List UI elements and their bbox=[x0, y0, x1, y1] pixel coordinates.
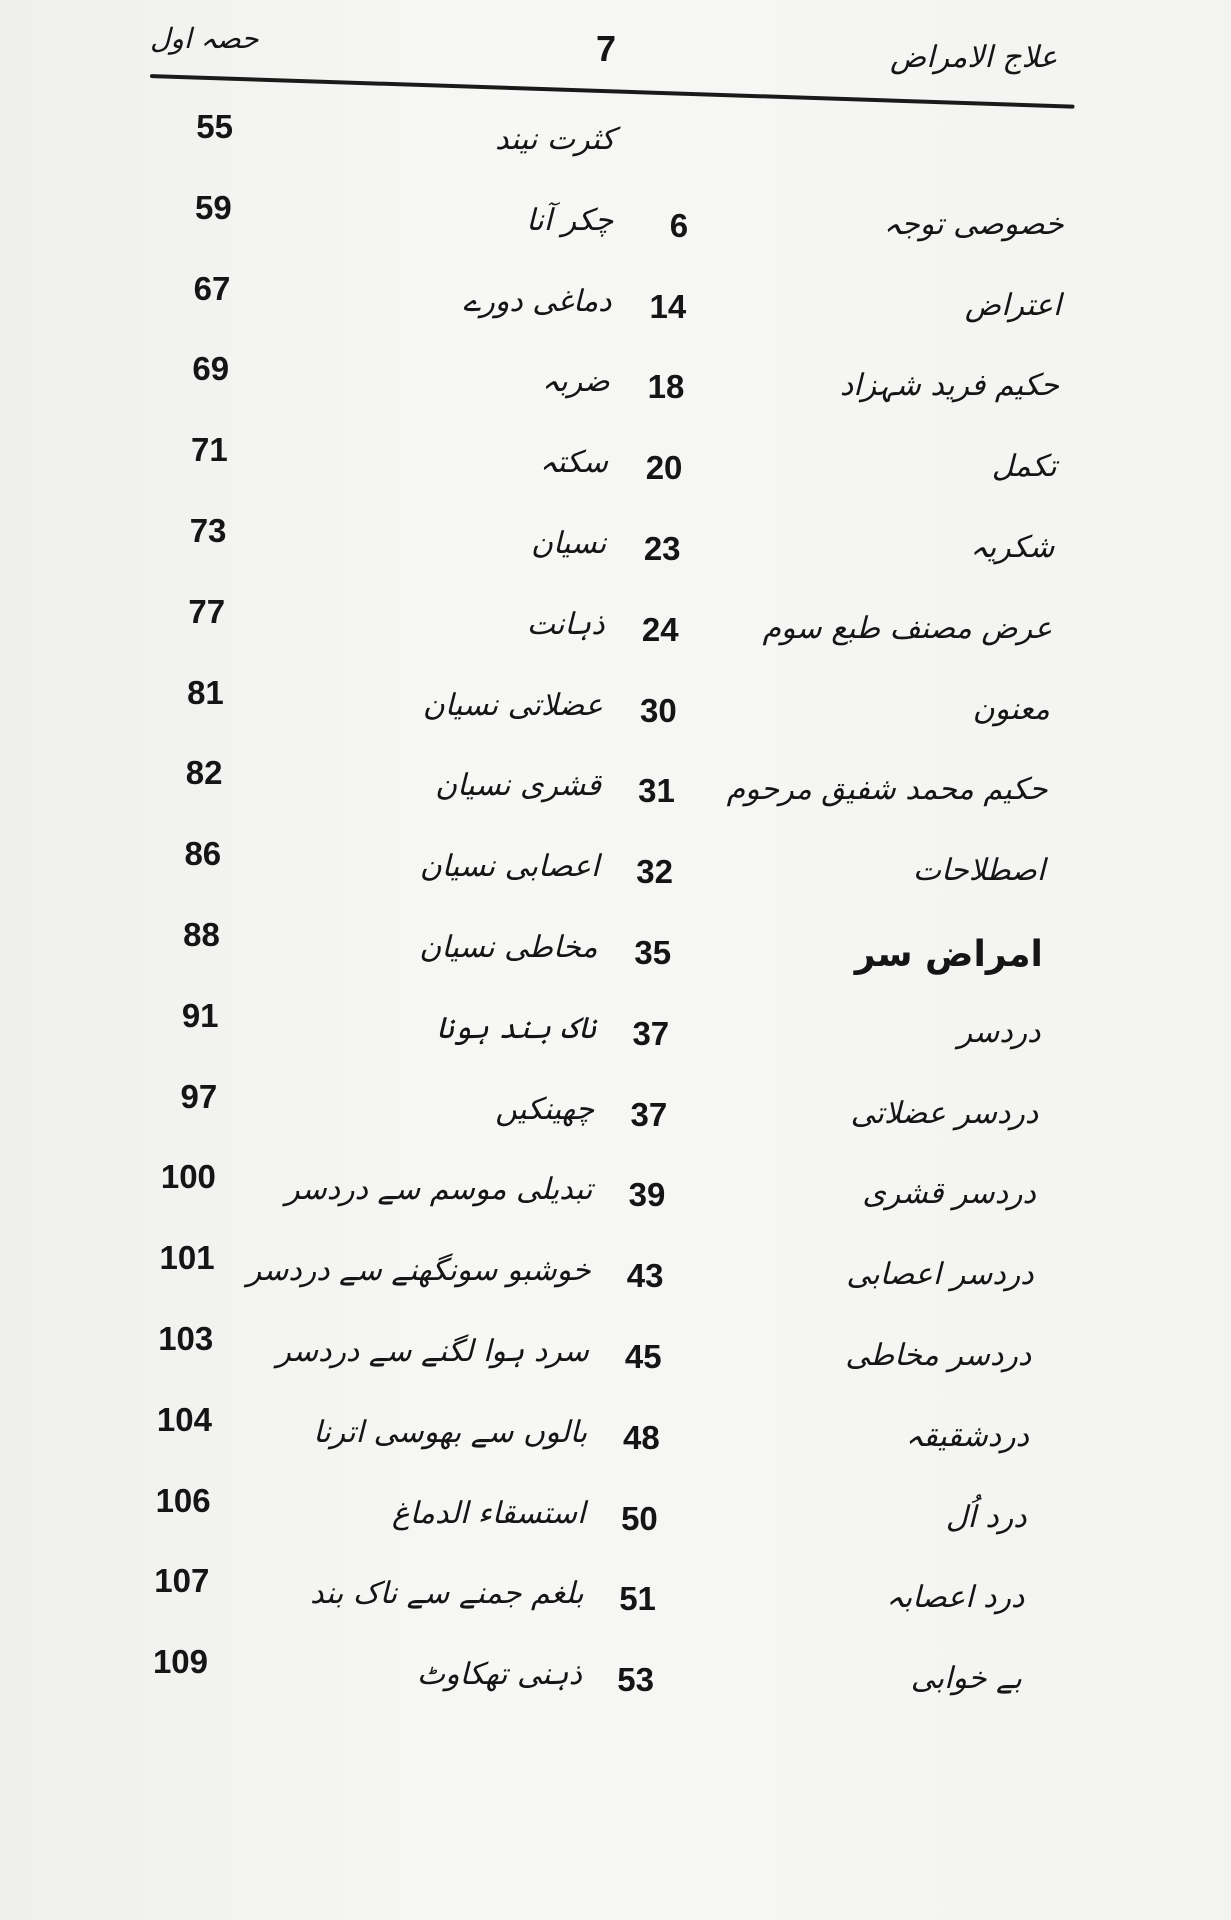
mid-page-number: 18 bbox=[647, 368, 685, 406]
mid-entry-title: بالوں سے بھوسی اترنا bbox=[313, 1414, 588, 1450]
right-entry-title: تکمل bbox=[991, 449, 1057, 485]
left-page-number: 71 bbox=[191, 431, 228, 469]
left-page-number: 69 bbox=[192, 350, 230, 388]
right-entry-title: معنون bbox=[972, 691, 1050, 727]
mid-page-number: 32 bbox=[636, 853, 673, 891]
left-page-number: 107 bbox=[154, 1562, 210, 1600]
mid-entry-title: ذہنی تھکاوٹ bbox=[416, 1657, 582, 1693]
mid-entry-title: کثرت نیند bbox=[495, 122, 615, 157]
right-entry-title: حکیم محمد شفیق مرحوم bbox=[726, 772, 1048, 808]
mid-page-number: 35 bbox=[634, 934, 672, 971]
right-entry-title: امراض سر bbox=[854, 934, 1043, 975]
mid-page-number: 31 bbox=[638, 772, 675, 810]
mid-page-number: 20 bbox=[645, 449, 683, 487]
mid-entry-title: استسقاء الدماغ bbox=[391, 1495, 586, 1531]
right-entry-title: درد اعصابہ bbox=[886, 1580, 1025, 1616]
left-page-number: 103 bbox=[158, 1320, 214, 1357]
mid-page-number: 23 bbox=[643, 530, 681, 567]
left-page-number: 100 bbox=[160, 1158, 216, 1196]
left-page-number: 81 bbox=[187, 673, 224, 711]
mid-page-number: 48 bbox=[622, 1418, 660, 1456]
mid-page-number: 6 bbox=[669, 206, 689, 244]
right-entry-title: شکریہ bbox=[970, 530, 1055, 565]
left-page-number: 109 bbox=[152, 1643, 208, 1681]
mid-entry-title: چھینکیں bbox=[495, 1091, 595, 1127]
mid-entry-title: بلغم جمنے سے ناک بند bbox=[310, 1576, 584, 1612]
mid-entry-title: ناک بند ہونا bbox=[436, 1010, 596, 1046]
right-entry-title: دردشقیقہ bbox=[905, 1418, 1029, 1454]
mid-page-number: 39 bbox=[628, 1176, 666, 1214]
left-page-number: 82 bbox=[185, 754, 223, 792]
right-entry-title: اعتراض bbox=[964, 287, 1062, 323]
right-entry-title: دردسر اعصابی bbox=[846, 1257, 1034, 1293]
left-page-number: 86 bbox=[184, 835, 222, 873]
mid-entry-title: ذہانت bbox=[526, 606, 605, 642]
left-page-number: 55 bbox=[196, 108, 233, 145]
mid-entry-title: خوشبو سونگھنے سے دردسر bbox=[246, 1253, 591, 1289]
right-entry-title: بے خوابی bbox=[910, 1661, 1022, 1697]
left-page-number: 77 bbox=[188, 592, 226, 630]
page-number: 7 bbox=[596, 28, 617, 69]
right-entry-title: دردسر مخاطی bbox=[845, 1338, 1032, 1373]
mid-entry-title: تبدیلی موسم سے دردسر bbox=[285, 1172, 593, 1208]
mid-entry-title: مخاطی نسیان bbox=[419, 930, 598, 965]
left-page-number: 104 bbox=[156, 1400, 212, 1438]
mid-entry-title: چکر آنا bbox=[526, 202, 614, 238]
mid-page-number: 53 bbox=[617, 1661, 654, 1699]
right-entry-title: حکیم فرید شہزاد bbox=[839, 368, 1060, 404]
left-page-number: 91 bbox=[181, 996, 219, 1034]
mid-entry-title: عضلاتی نسیان bbox=[422, 687, 603, 723]
left-page-number: 67 bbox=[193, 269, 231, 307]
right-entry-title: درد اُل bbox=[945, 1499, 1027, 1535]
right-entry-title: خصوصی توجہ bbox=[883, 206, 1064, 242]
right-entry-title: دردسر bbox=[957, 1014, 1041, 1050]
mid-entry-title: دماغی دورے bbox=[462, 283, 612, 319]
mid-entry-title: قشری نسیان bbox=[435, 768, 602, 804]
left-page-number: 101 bbox=[159, 1239, 215, 1277]
mid-entry-title: سرد ہوا لگنے سے دردسر bbox=[276, 1334, 589, 1369]
mid-entry-title: اعصابی نسیان bbox=[419, 849, 600, 885]
right-entry-title: عرض مصنف طبع سوم bbox=[762, 610, 1053, 646]
mid-page-number: 37 bbox=[632, 1014, 670, 1052]
left-page-number: 106 bbox=[155, 1481, 211, 1519]
mid-page-number: 51 bbox=[619, 1580, 656, 1618]
left-page-number: 59 bbox=[194, 188, 232, 226]
book-title: علاج الامراض bbox=[890, 40, 1058, 75]
mid-entry-title: سکتہ bbox=[539, 445, 609, 481]
right-entry-title: دردسر عضلاتی bbox=[850, 1095, 1039, 1131]
right-entry-title: اصطلاحات bbox=[912, 853, 1046, 889]
mid-entry-title: ضربہ bbox=[541, 364, 610, 400]
mid-page-number: 50 bbox=[621, 1499, 658, 1537]
mid-page-number: 43 bbox=[626, 1257, 664, 1295]
mid-page-number: 30 bbox=[640, 691, 677, 729]
left-page-number: 88 bbox=[183, 916, 220, 953]
mid-entry-title: نسیان bbox=[530, 526, 607, 561]
left-page-number: 73 bbox=[189, 512, 227, 549]
section-label: حصہ اول bbox=[150, 22, 259, 55]
mid-page-number: 14 bbox=[649, 287, 687, 325]
mid-page-number: 24 bbox=[641, 610, 679, 648]
mid-page-number: 37 bbox=[630, 1095, 668, 1133]
left-page-number: 97 bbox=[180, 1077, 218, 1115]
right-entry-title: دردسر قشری bbox=[862, 1176, 1036, 1212]
mid-page-number: 45 bbox=[624, 1338, 662, 1375]
